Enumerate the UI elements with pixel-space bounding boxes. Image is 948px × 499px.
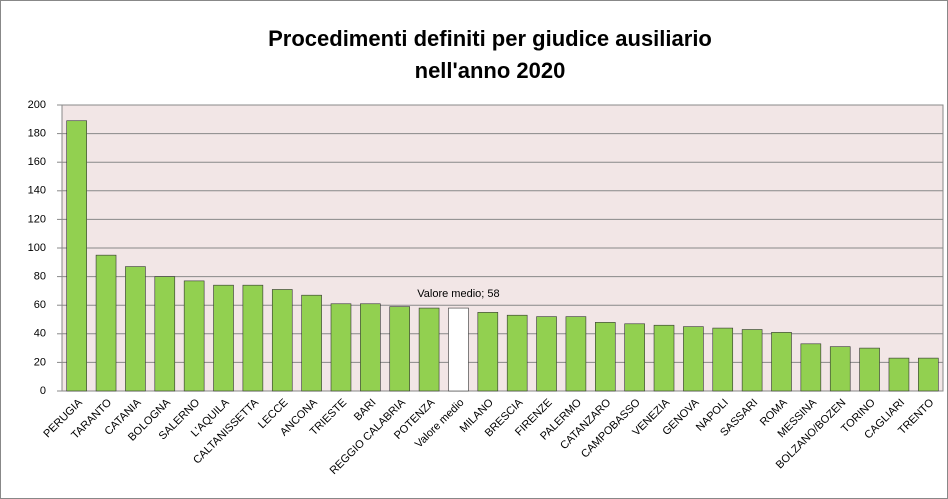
bar [213, 284, 234, 392]
bar [271, 289, 293, 392]
bar [95, 254, 117, 392]
y-tick-label: 200 [28, 99, 46, 111]
bar [741, 329, 763, 392]
y-tick-label: 120 [28, 213, 46, 225]
bar [506, 314, 528, 392]
bar [477, 312, 499, 392]
bar [389, 306, 411, 392]
y-tick-label: 60 [34, 299, 46, 311]
bar [183, 280, 205, 392]
y-tick-label: 40 [34, 328, 46, 340]
bar [594, 322, 616, 392]
bar [712, 327, 734, 392]
bar [154, 276, 176, 392]
bar [330, 303, 352, 392]
y-tick-label: 180 [28, 128, 46, 140]
bar [125, 266, 146, 392]
bar [888, 357, 910, 392]
bar [565, 316, 587, 392]
bar [624, 323, 645, 392]
y-tick-label: 0 [40, 385, 46, 397]
bar [771, 332, 792, 392]
bar [242, 284, 264, 392]
y-tick-label: 160 [28, 156, 46, 168]
y-tick-label: 20 [34, 356, 46, 368]
bar [683, 326, 704, 392]
bar [918, 357, 939, 392]
bar [448, 307, 469, 392]
bar [829, 346, 851, 392]
chart-title: Procedimenti definiti per giudice ausili… [268, 26, 712, 51]
bar [800, 343, 822, 392]
bar [301, 294, 322, 392]
y-tick-label: 80 [34, 271, 46, 283]
bar [536, 316, 557, 392]
bar [66, 120, 87, 392]
bar [360, 303, 381, 392]
y-tick-label: 140 [28, 185, 46, 197]
bar [859, 347, 880, 392]
chart-title: nell'anno 2020 [415, 58, 566, 83]
bar [653, 324, 675, 392]
y-tick-label: 100 [28, 242, 46, 254]
data-label: Valore medio; 58 [417, 288, 499, 300]
bar [418, 307, 440, 392]
